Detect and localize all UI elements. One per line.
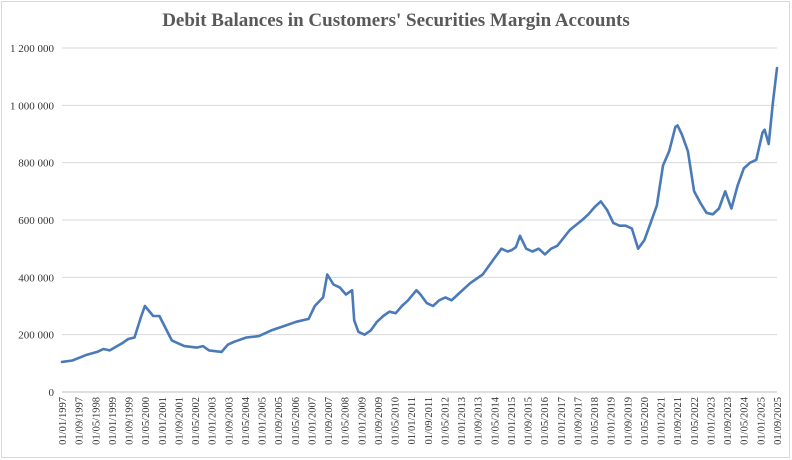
x-tick-label: 01/05/2010 [391,397,402,445]
x-tick-label: 01/05/2002 [191,397,202,445]
x-tick-label: 01/01/2015 [507,397,518,445]
x-tick-label: 01/09/2009 [374,397,385,445]
x-tick-label: 01/01/1999 [108,397,119,445]
chart-title: Debit Balances in Customers' Securities … [162,10,630,31]
y-axis-tick-labels: 0 200 000 400 000 600 000 800 000 1 000 000 1 … [10,43,55,399]
x-tick-label: 01/01/1997 [58,397,69,445]
x-tick-label: 01/01/2013 [457,397,468,445]
x-axis-tick-labels: 01/01/1997 01/09/1997 01/05/1998 01/01/1999… [58,396,784,445]
x-tick-label: 01/05/2018 [590,397,601,445]
x-tick-label: 01/09/2003 [224,397,235,445]
x-tick-label: 01/05/2004 [241,396,252,445]
x-tick-label: 01/09/1999 [125,397,136,445]
x-tick-label: 01/05/2012 [440,397,451,445]
x-tick-label: 01/01/2025 [756,397,767,445]
x-tick-label: 01/05/1998 [91,397,102,445]
x-tick-label: 01/09/2013 [474,397,485,445]
x-tick-label: 01/09/2007 [324,397,335,445]
x-tick-label: 01/05/2014 [490,396,501,445]
x-tick-label: 01/09/2005 [274,397,285,445]
x-tick-label: 01/01/2023 [706,397,717,445]
x-tick-label: 01/01/2003 [208,397,219,445]
x-tick-label: 01/05/2016 [540,397,551,445]
x-tick-label: 01/05/2006 [291,397,302,445]
x-tick-label: 01/01/2007 [307,397,318,445]
x-tick-label: 01/05/2024 [740,396,751,445]
y-tick-label: 400 000 [18,272,54,284]
x-tick-label: 01/09/2011 [424,397,435,444]
x-tick-label: 01/05/2022 [690,397,701,445]
x-tick-label: 01/01/2021 [657,397,668,445]
x-tick-label: 01/09/2025 [773,397,784,445]
y-tick-label: 200 000 [18,330,54,342]
y-tick-label: 1 000 000 [10,100,55,112]
x-tick-label: 01/09/1997 [75,397,86,445]
series-line-debit-balances [60,66,779,364]
x-tick-label: 01/09/2019 [623,397,634,445]
x-tick-label: 01/01/2019 [607,397,618,445]
x-tick-label: 01/01/2011 [407,397,418,444]
x-tick-label: 01/01/2017 [557,397,568,445]
x-tick-label: 01/01/2009 [357,397,368,445]
y-tick-label: 800 000 [18,158,54,170]
y-tick-label: 1 200 000 [10,43,55,55]
x-tick-label: 01/09/2015 [524,397,535,445]
x-tick-label: 01/09/2023 [723,397,734,445]
x-tick-label: 01/05/2000 [141,397,152,445]
x-tick-label: 01/09/2017 [573,397,584,445]
x-tick-label: 01/05/2020 [640,397,651,445]
x-tick-label: 01/05/2008 [341,397,352,445]
x-tick-label: 01/01/2005 [258,397,269,445]
y-tick-label: 0 [49,387,55,399]
plot-area [60,66,779,364]
x-tick-label: 01/09/2021 [673,397,684,445]
y-tick-label: 600 000 [18,215,54,227]
x-tick-label: 01/09/2001 [174,397,185,445]
gridlines [62,47,777,393]
x-tick-label: 01/01/2001 [158,397,169,445]
